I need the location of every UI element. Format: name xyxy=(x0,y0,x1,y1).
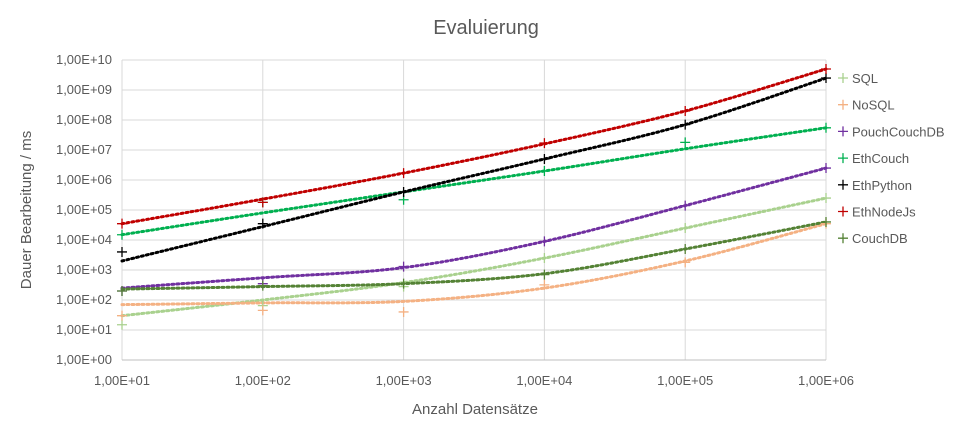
x-tick-label: 1,00E+02 xyxy=(235,373,291,388)
trendline-couchdb xyxy=(120,220,828,291)
trendlines xyxy=(120,67,828,318)
point-couchdb xyxy=(539,269,550,280)
y-tick-label: 1,00E+07 xyxy=(56,142,112,157)
point-ethcouch xyxy=(680,137,691,148)
legend-label: CouchDB xyxy=(852,231,908,246)
point-pouchcouchdb xyxy=(398,261,409,272)
point-ethpython xyxy=(398,186,409,197)
x-tick-label: 1,00E+03 xyxy=(376,373,432,388)
y-tick-label: 1,00E+08 xyxy=(56,112,112,127)
legend-marker-ethnodejs xyxy=(838,206,848,217)
trendline-pouchcouchdb xyxy=(120,166,828,290)
point-ethnodejs xyxy=(117,218,127,229)
point-ethcouch xyxy=(821,122,831,133)
point-couchdb xyxy=(821,216,831,227)
chart-title: Evaluierung xyxy=(433,17,539,39)
point-couchdb xyxy=(257,280,268,291)
x-axis-label: Anzahl Datensätze xyxy=(412,401,538,418)
point-nosql xyxy=(398,306,409,317)
legend-marker-pouchcouchdb xyxy=(838,126,848,137)
legend-label: EthPython xyxy=(852,178,912,193)
point-nosql xyxy=(257,305,268,316)
point-ethpython xyxy=(680,119,691,130)
point-couchdb xyxy=(398,278,409,289)
point-ethnodejs xyxy=(680,105,691,116)
y-tick-label: 1,00E+00 xyxy=(56,352,112,367)
point-ethpython xyxy=(117,246,127,257)
point-sql xyxy=(680,223,691,234)
x-tick-label: 1,00E+06 xyxy=(798,373,854,388)
point-nosql xyxy=(539,279,550,290)
x-tick-labels: 1,00E+01 1,00E+02 1,00E+03 1,00E+04 1,00E+05… xyxy=(94,373,854,388)
point-sql xyxy=(821,193,831,204)
point-sql xyxy=(117,319,127,330)
y-tick-label: 1,00E+01 xyxy=(56,322,112,337)
data-points xyxy=(117,64,831,330)
point-nosql xyxy=(117,310,127,321)
point-ethcouch xyxy=(117,229,127,240)
point-ethpython xyxy=(821,73,831,84)
legend-label: SQL xyxy=(852,71,878,86)
y-tick-label: 1,00E+02 xyxy=(56,292,112,307)
x-tick-label: 1,00E+01 xyxy=(94,373,150,388)
point-ethcouch xyxy=(539,165,550,176)
point-sql xyxy=(539,253,550,264)
x-tick-label: 1,00E+04 xyxy=(516,373,572,388)
trendline-ethnodejs xyxy=(120,67,828,226)
legend-marker-sql xyxy=(838,73,848,83)
y-tick-label: 1,00E+06 xyxy=(56,172,112,187)
legend: SQL NoSQL PouchCouchDB EthCouch EthPython Eth… xyxy=(838,71,945,246)
legend-label: PouchCouchDB xyxy=(852,124,945,139)
point-ethnodejs xyxy=(821,64,831,75)
y-tick-label: 1,00E+09 xyxy=(56,82,112,97)
point-couchdb xyxy=(680,244,691,255)
legend-label: NoSQL xyxy=(852,98,895,113)
trendline-ethpython xyxy=(120,76,828,263)
point-ethnodejs xyxy=(257,197,268,208)
y-tick-label: 1,00E+04 xyxy=(56,232,112,247)
legend-marker-couchdb xyxy=(838,233,848,244)
x-tick-label: 1,00E+05 xyxy=(657,373,713,388)
legend-label: EthCouch xyxy=(852,151,909,166)
y-tick-label: 1,00E+10 xyxy=(56,52,112,67)
point-pouchcouchdb xyxy=(539,236,550,247)
point-pouchcouchdb xyxy=(680,200,691,211)
y-axis-label: Dauer Bearbeitung / ms xyxy=(18,131,35,289)
point-ethnodejs xyxy=(398,168,409,179)
y-tick-label: 1,00E+05 xyxy=(56,202,112,217)
point-couchdb xyxy=(117,285,127,296)
trendline-ethcouch xyxy=(120,126,828,237)
trendline-nosql xyxy=(120,222,828,307)
y-tick-label: 1,00E+03 xyxy=(56,262,112,277)
legend-label: EthNodeJs xyxy=(852,205,916,220)
legend-marker-ethcouch xyxy=(838,153,848,164)
legend-marker-nosql xyxy=(838,99,848,110)
point-pouchcouchdb xyxy=(821,163,831,174)
point-ethpython xyxy=(539,154,550,165)
point-nosql xyxy=(680,257,691,268)
point-ethnodejs xyxy=(539,138,550,149)
y-tick-labels: 1,00E+00 1,00E+01 1,00E+02 1,00E+03 1,00E+04… xyxy=(56,52,112,367)
legend-marker-ethpython xyxy=(838,179,848,190)
point-ethpython xyxy=(257,218,268,229)
